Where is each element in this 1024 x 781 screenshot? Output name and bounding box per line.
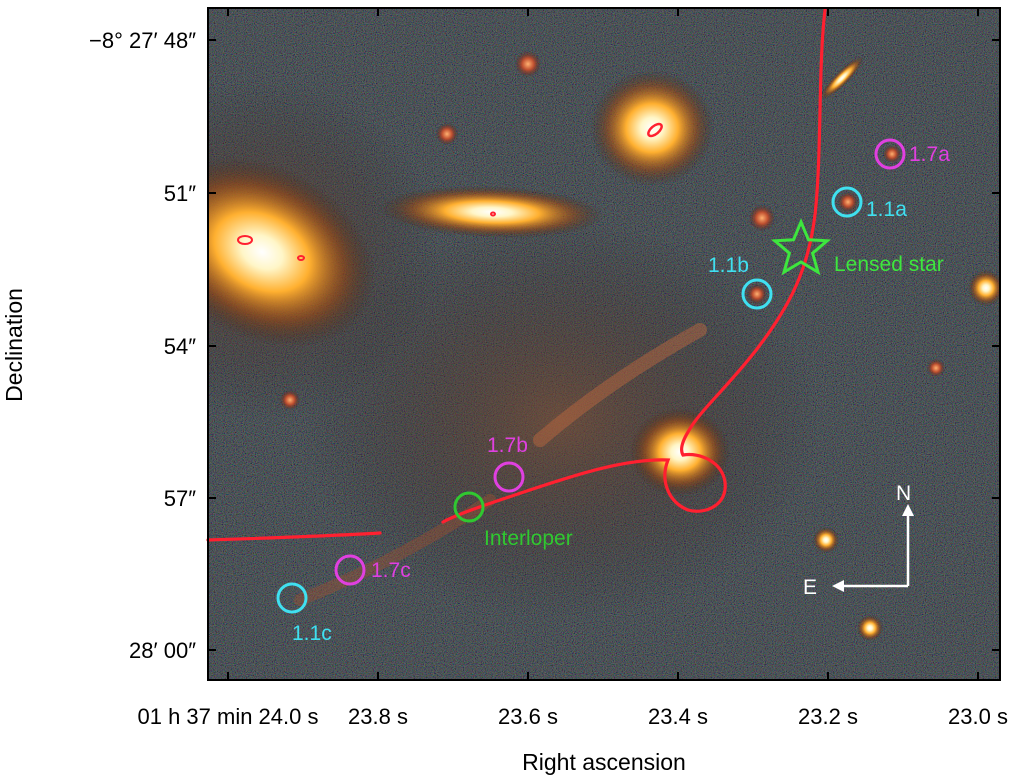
- annotations: 1.7a 1.1a 1.1b Lensed star 1.7b Interlop…: [276, 138, 950, 645]
- label-1-7a: 1.7a: [909, 143, 950, 166]
- y-axis: [208, 39, 1000, 651]
- label-1-1c: 1.1c: [292, 622, 332, 645]
- y-tick-label: −8° 27′ 48″: [89, 28, 196, 53]
- compass: [832, 504, 914, 592]
- lensed-star-icon: [770, 218, 832, 276]
- x-axis-title: Right ascension: [522, 749, 686, 775]
- x-tick-label: 01 h 37 min 24.0 s: [137, 704, 318, 729]
- marker-1-7b: [493, 461, 525, 493]
- x-tick-label: 23.4 s: [648, 704, 708, 729]
- plot-frame: [207, 7, 1001, 681]
- label-lensed-star: Lensed star: [834, 253, 944, 276]
- galaxy-left: [208, 157, 376, 347]
- label-1-1b: 1.1b: [708, 254, 749, 277]
- marker-1-7a: [874, 138, 906, 170]
- y-tick-label: 57″: [164, 486, 196, 511]
- sky-image: [208, 8, 1000, 680]
- label-interloper: Interloper: [484, 527, 573, 550]
- y-tick-label: 28′ 00″: [129, 638, 196, 663]
- y-tick-label: 51″: [164, 181, 196, 206]
- x-tick-label: 23.0 s: [948, 704, 1008, 729]
- marker-1-7c: [334, 554, 366, 586]
- y-axis-title: Declination: [1, 288, 27, 402]
- x-tick-label: 23.8 s: [348, 704, 408, 729]
- critical-curve-lower: [206, 531, 382, 542]
- compass-east-label: E: [803, 576, 817, 599]
- galaxy-center: [630, 408, 730, 496]
- critical-curve: [206, 8, 827, 542]
- y-tick-label: 54″: [164, 334, 196, 359]
- x-tick-label: 23.2 s: [798, 704, 858, 729]
- compass-north-label: N: [896, 482, 911, 505]
- galaxy-streak: [820, 56, 864, 100]
- x-tick-label: 23.6 s: [498, 704, 558, 729]
- label-1-7b: 1.7b: [487, 434, 528, 457]
- marker-interloper: [453, 491, 485, 523]
- marker-1-1c: [276, 582, 308, 614]
- marker-1-1a: [831, 186, 863, 218]
- x-axis: [227, 8, 979, 680]
- label-1-7c: 1.7c: [371, 559, 411, 582]
- marker-1-1b: [741, 278, 773, 310]
- critical-curve-upper: [441, 8, 827, 524]
- label-1-1a: 1.1a: [866, 198, 907, 221]
